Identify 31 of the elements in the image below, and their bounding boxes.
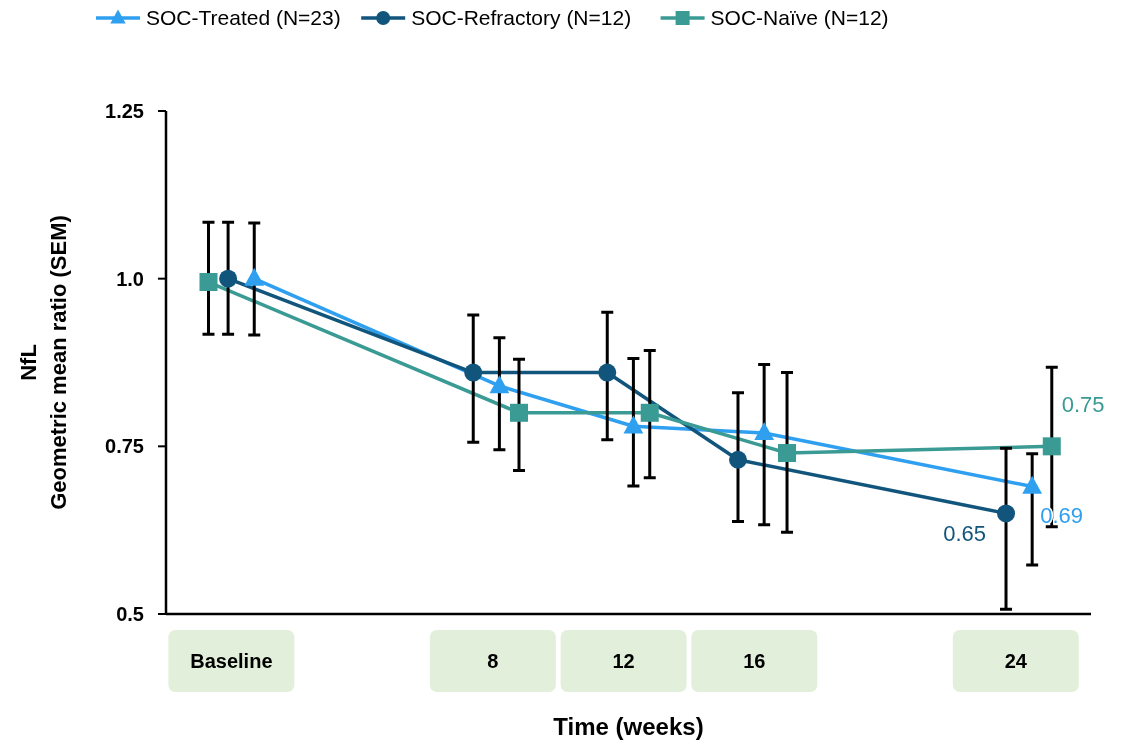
point — [199, 273, 218, 292]
y-tick-label: 0.75 — [105, 435, 144, 458]
x-tick-label: 16 — [743, 650, 766, 672]
point — [510, 403, 528, 422]
point — [598, 363, 617, 382]
data-label: 0.75 — [1061, 392, 1105, 418]
x-tick-label: Baseline — [190, 650, 273, 672]
y-axis-title: NfL Geometric mean ratio (SEM) — [16, 215, 71, 510]
point — [244, 267, 265, 286]
point — [1022, 475, 1043, 494]
x-tick-label: 8 — [487, 650, 499, 672]
y-tick-label: 1.25 — [105, 100, 144, 122]
point — [997, 504, 1016, 523]
legend-label: SOC-Naïve (N=12) — [710, 6, 889, 30]
point — [1042, 437, 1061, 456]
y-tick-label: 1.0 — [116, 267, 144, 290]
legend-label: SOC-Refractory (N=12) — [411, 6, 632, 30]
point — [778, 444, 797, 463]
point — [754, 422, 775, 441]
x-tick-label: 12 — [612, 650, 635, 672]
point — [729, 450, 747, 469]
x-axis-title: Time (weeks) — [553, 713, 704, 740]
point — [489, 375, 510, 394]
legend-label: SOC-Treated (N=23) — [146, 6, 341, 30]
y-tick-label: 0.5 — [116, 603, 144, 625]
data-label: 0.65 — [943, 521, 987, 547]
point — [464, 363, 483, 382]
point — [219, 269, 238, 288]
point — [623, 415, 644, 434]
point — [640, 403, 659, 422]
x-tick-label: 24 — [1004, 650, 1028, 672]
